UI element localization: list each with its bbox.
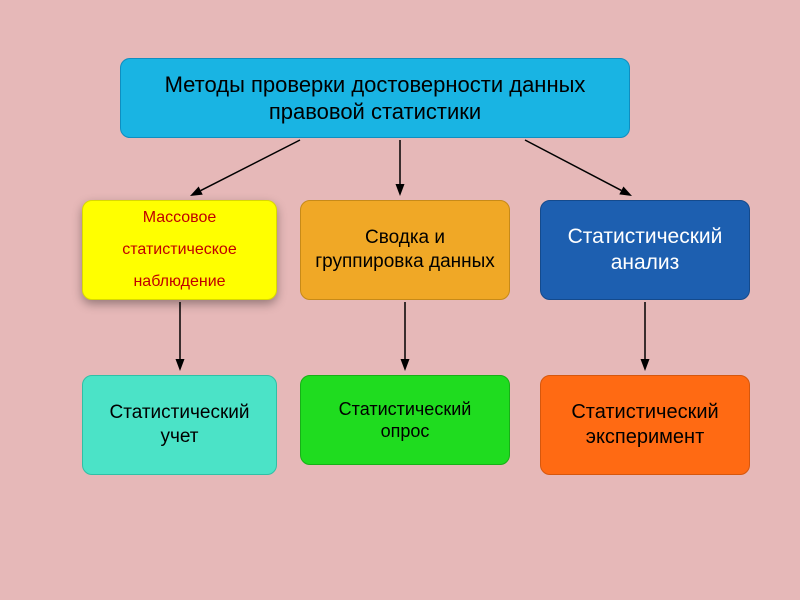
node-experiment: Статистический эксперимент xyxy=(540,375,750,475)
node-label: Статистический учет xyxy=(95,401,264,449)
arrowhead-icon xyxy=(619,186,632,196)
arrowhead-icon xyxy=(176,359,185,371)
edge-root-mass-obs xyxy=(201,140,300,191)
arrowhead-icon xyxy=(396,184,405,196)
node-label: Массовое статистическое наблюдение xyxy=(95,202,264,298)
edge-root-analysis xyxy=(525,140,621,190)
arrowhead-icon xyxy=(190,187,203,196)
arrowhead-icon xyxy=(641,359,650,371)
node-mass-obs: Массовое статистическое наблюдение xyxy=(82,200,277,300)
node-label: Сводка и группировка данных xyxy=(313,226,497,274)
node-summary: Сводка и группировка данных xyxy=(300,200,510,300)
node-survey: Статистический опрос xyxy=(300,375,510,465)
node-accounting: Статистический учет xyxy=(82,375,277,475)
node-label: Статистический анализ xyxy=(553,224,737,277)
node-analysis: Статистический анализ xyxy=(540,200,750,300)
arrowhead-icon xyxy=(401,359,410,371)
node-label: Методы проверки достоверности данных пра… xyxy=(133,71,617,126)
node-label: Статистический опрос xyxy=(313,398,497,443)
node-root: Методы проверки достоверности данных пра… xyxy=(120,58,630,138)
node-label: Статистический эксперимент xyxy=(553,400,737,450)
